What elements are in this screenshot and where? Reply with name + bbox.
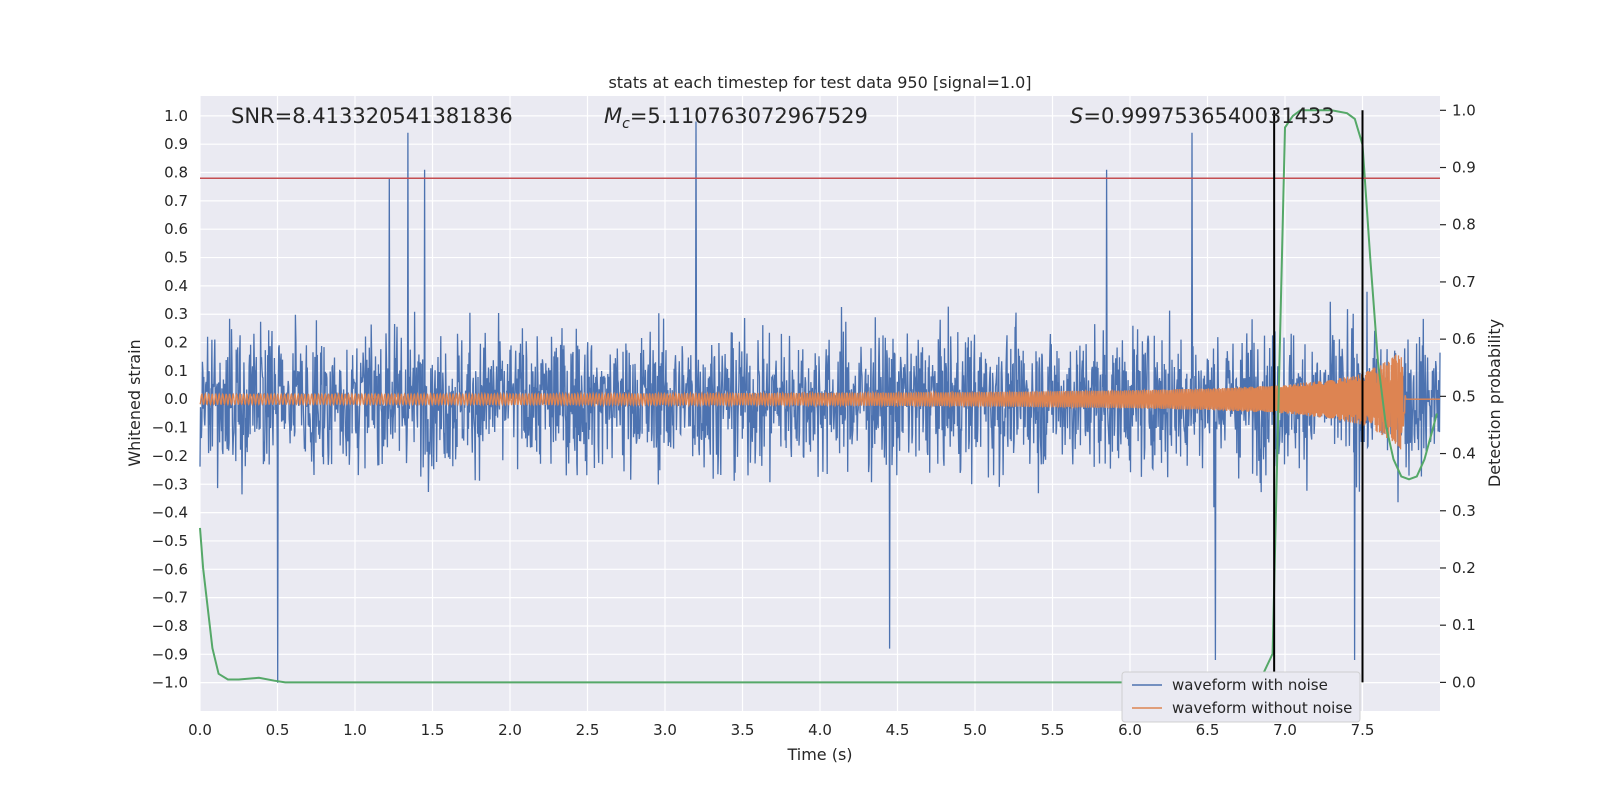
- y-right-tick-label: 0.8: [1452, 216, 1476, 234]
- y-axis-right-label: Detection probability: [1485, 319, 1504, 487]
- y-axis-right-ticks: 1.0 0.9 0.8 0.7 0.6 0.5 0.4 0.3 0.2 0.1 0.0: [1440, 101, 1476, 691]
- y-left-tick-label: −0.2: [152, 447, 188, 465]
- legend: waveform with noise waveform without noi…: [1121, 671, 1361, 723]
- x-axis-ticks: 0.0 0.5 1.0 1.5 2.0 2.5 3.0 3.5 4.0 4.5 5.0 5.5 6.0 6…: [188, 721, 1374, 739]
- y-right-tick-label: 0.7: [1452, 273, 1476, 291]
- x-tick-label: 0.0: [188, 721, 212, 739]
- x-tick-label: 3.0: [653, 721, 677, 739]
- y-left-tick-label: 0.1: [164, 362, 188, 380]
- s-annotation: S=0.9997536540031433: [1070, 104, 1335, 128]
- x-tick-label: 2.0: [498, 721, 522, 739]
- y-right-tick-label: 0.5: [1452, 387, 1476, 405]
- clean-series: [199, 354, 1440, 450]
- y-left-tick-label: 0.2: [164, 334, 188, 352]
- reference-lines: [200, 110, 1440, 683]
- y-right-tick-label: 0.3: [1452, 502, 1476, 520]
- mc-value: =5.110763072967529: [630, 104, 868, 128]
- x-axis-label: Time (s): [786, 745, 852, 764]
- legend-label-clean: waveform without noise: [1172, 699, 1352, 717]
- y-left-tick-label: 0.5: [164, 249, 188, 267]
- y-left-tick-label: −0.3: [152, 475, 188, 493]
- s-value: =0.9997536540031433: [1083, 104, 1334, 128]
- y-right-tick-label: 0.4: [1452, 445, 1476, 463]
- x-tick-label: 3.5: [731, 721, 755, 739]
- x-tick-label: 1.5: [421, 721, 445, 739]
- mc-subscript: c: [622, 116, 630, 132]
- x-tick-label: 0.5: [266, 721, 290, 739]
- x-tick-label: 2.5: [576, 721, 600, 739]
- y-left-tick-label: 0.7: [164, 192, 188, 210]
- y-left-tick-label: −0.5: [152, 532, 188, 550]
- mc-symbol: M: [604, 104, 622, 128]
- y-right-tick-label: 0.2: [1452, 559, 1476, 577]
- x-tick-label: 1.0: [343, 721, 367, 739]
- legend-label-noise: waveform with noise: [1172, 676, 1328, 694]
- y-left-tick-label: −0.6: [152, 560, 188, 578]
- y-left-tick-label: −0.4: [152, 504, 188, 522]
- y-axis-left-ticks: 1.0 0.9 0.8 0.7 0.6 0.5 0.4 0.3 0.2 0.1 0.0 −0.1 −0.…: [152, 107, 188, 692]
- snr-annotation: SNR=8.413320541381836: [231, 104, 513, 128]
- legend-box: [1121, 671, 1361, 723]
- x-tick-label: 4.0: [808, 721, 832, 739]
- y-right-tick-label: 0.1: [1452, 616, 1476, 634]
- y-left-tick-label: 1.0: [164, 107, 188, 125]
- y-left-tick-label: −1.0: [152, 674, 188, 692]
- y-left-tick-label: −0.8: [152, 617, 188, 635]
- x-tick-label: 6.5: [1196, 721, 1220, 739]
- y-left-tick-label: 0.3: [164, 305, 188, 323]
- mc-annotation: Mc=5.110763072967529: [604, 104, 868, 132]
- x-tick-label: 7.5: [1351, 721, 1375, 739]
- x-tick-label: 6.0: [1118, 721, 1142, 739]
- x-tick-label: 4.5: [886, 721, 910, 739]
- y-right-tick-label: 1.0: [1452, 101, 1476, 119]
- s-symbol: S: [1070, 104, 1083, 128]
- y-left-tick-label: 0.4: [164, 277, 188, 295]
- y-left-tick-label: −0.7: [152, 589, 188, 607]
- y-left-tick-label: 0.0: [164, 390, 188, 408]
- clean-line: [199, 354, 1440, 450]
- probability-series: [199, 109, 1438, 684]
- y-right-tick-label: 0.0: [1452, 673, 1476, 691]
- x-tick-label: 5.0: [963, 721, 987, 739]
- y-right-tick-label: 0.6: [1452, 330, 1476, 348]
- y-left-tick-label: −0.1: [152, 419, 188, 437]
- y-axis-left-label: Whitened strain: [125, 339, 144, 466]
- chart-title: stats at each timestep for test data 950…: [608, 73, 1031, 92]
- probability-line: [199, 109, 1438, 684]
- y-left-tick-label: −0.9: [152, 645, 188, 663]
- x-tick-label: 5.5: [1041, 721, 1065, 739]
- x-tick-label: 7.0: [1273, 721, 1297, 739]
- y-left-tick-label: 0.6: [164, 220, 188, 238]
- y-right-tick-label: 0.9: [1452, 159, 1476, 177]
- y-left-tick-label: 0.9: [164, 135, 188, 153]
- y-left-tick-label: 0.8: [164, 164, 188, 182]
